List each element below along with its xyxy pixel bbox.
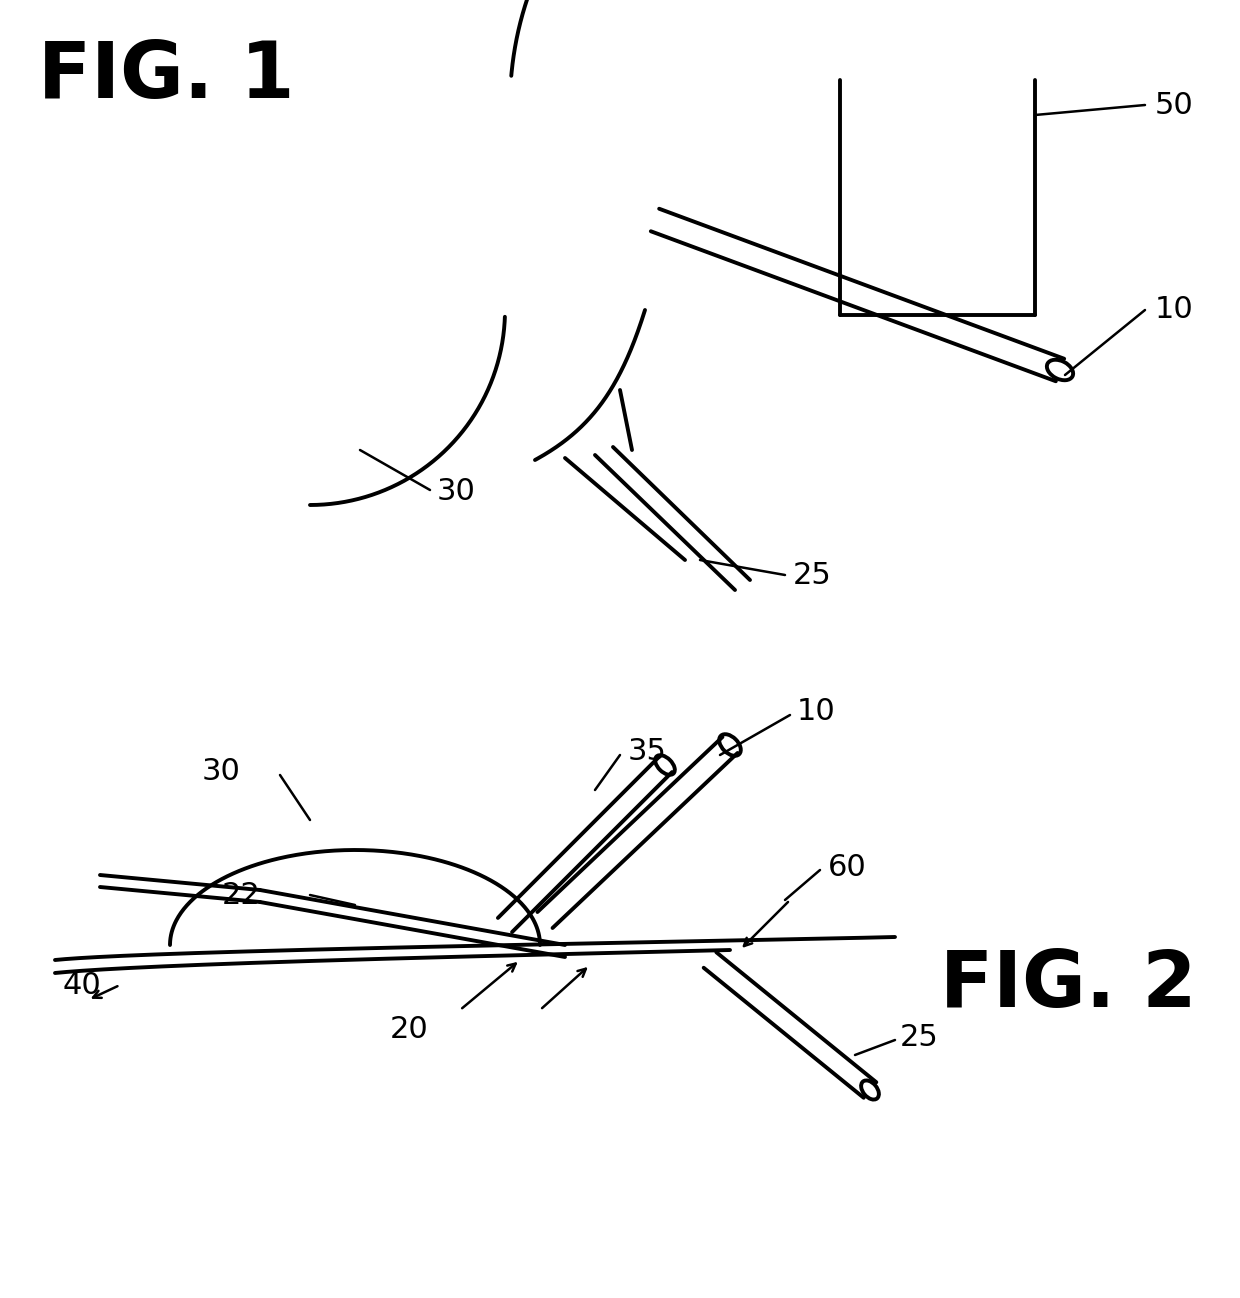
- Text: 25: 25: [900, 1024, 939, 1053]
- Text: 60: 60: [828, 853, 867, 881]
- Text: 30: 30: [201, 758, 241, 787]
- Text: 40: 40: [63, 971, 102, 999]
- Text: 50: 50: [1154, 91, 1194, 119]
- Text: FIG. 1: FIG. 1: [38, 38, 295, 114]
- Text: 25: 25: [794, 561, 832, 589]
- Text: 10: 10: [1154, 296, 1194, 324]
- Text: FIG. 2: FIG. 2: [940, 948, 1197, 1023]
- Text: 20: 20: [391, 1015, 429, 1045]
- Text: 10: 10: [797, 697, 836, 727]
- Text: 35: 35: [627, 737, 667, 767]
- Text: 22: 22: [221, 880, 260, 910]
- Text: 30: 30: [436, 478, 476, 506]
